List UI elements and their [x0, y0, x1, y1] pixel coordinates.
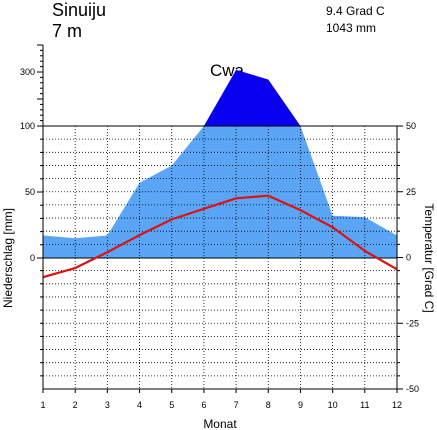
- precip-tick-label: 0: [30, 253, 35, 263]
- temperature-series: [42, 194, 398, 279]
- temp-tick-label: 50: [406, 121, 416, 131]
- temperature-line: [42, 194, 398, 279]
- x-tick-label: 2: [73, 400, 78, 410]
- temp-tick-label: -50: [406, 384, 419, 394]
- annual-precipitation: 1043 mm: [326, 21, 376, 35]
- temp-tick-label: -25: [406, 318, 419, 328]
- x-tick-label: 1: [40, 400, 45, 410]
- temp-tick-label: 25: [406, 187, 416, 197]
- station-name: Sinuiju: [52, 0, 106, 20]
- station-elevation: 7 m: [52, 21, 82, 41]
- x-tick-label: 10: [328, 400, 338, 410]
- x-tick-label: 11: [360, 400, 369, 410]
- x-tick-label: 7: [234, 400, 239, 410]
- x-tick-label: 5: [169, 400, 174, 410]
- x-tick-label: 9: [298, 400, 303, 410]
- precipitation-area: [43, 69, 397, 258]
- x-tick-label: 4: [137, 400, 142, 410]
- precip-tick-label: 100: [20, 121, 35, 131]
- axes: [37, 44, 403, 393]
- mean-temperature: 9.4 Grad C: [326, 4, 385, 18]
- precip-tick-label: 50: [25, 187, 35, 197]
- precip-tick-label: 300: [20, 67, 35, 77]
- x-tick-label: 8: [266, 400, 271, 410]
- x-tick-label: 3: [105, 400, 110, 410]
- right-axis-title: Temperatur [Grad C]: [422, 203, 436, 312]
- x-axis-title: Monat: [203, 417, 237, 430]
- x-tick-label: 12: [392, 400, 402, 410]
- precipitation-excess-fill: [43, 69, 397, 126]
- grid: [42, 125, 398, 389]
- temp-tick-label: 0: [406, 253, 411, 263]
- left-axis-title: Niederschlag [mm]: [1, 208, 15, 308]
- x-tick-label: 6: [201, 400, 206, 410]
